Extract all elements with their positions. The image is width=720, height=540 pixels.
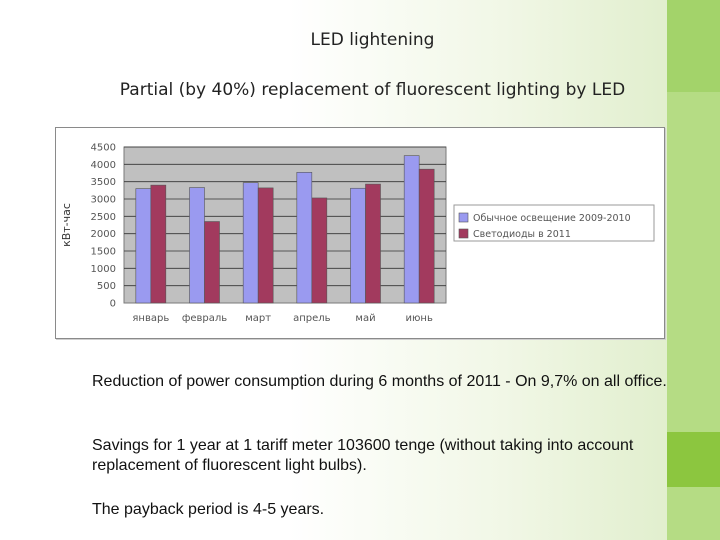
bar: [296, 172, 313, 304]
x-tick-label: март: [245, 313, 271, 324]
payback-text: The payback period is 4-5 years.: [92, 501, 325, 518]
bar: [242, 182, 259, 304]
legend-box: [453, 204, 655, 242]
bar: [189, 187, 205, 304]
bar: [150, 184, 167, 304]
slide-subtitle: Partial (by 40%) replacement of fluoresc…: [119, 80, 626, 100]
x-tick-label: апрель: [293, 313, 331, 324]
legend-label: Светодиоды в 2011: [473, 229, 571, 240]
y-tick-label: 4500: [91, 143, 116, 154]
y-tick-label: 3000: [91, 195, 116, 206]
y-tick-label: 1500: [91, 247, 116, 258]
y-tick-label: 0: [110, 299, 116, 310]
x-tick-label: май: [355, 313, 375, 324]
chart-frame: 0 500 1000 1500 2000 2500 3000 3500 4000 4500 янва…: [55, 127, 665, 339]
bar: [350, 187, 366, 304]
plot-area: [123, 146, 447, 304]
y-tick-label: 2000: [91, 229, 116, 240]
decorative-green-block-bottom: [667, 432, 720, 487]
bar: [135, 188, 152, 304]
bar: [365, 183, 381, 304]
bar: [418, 168, 435, 304]
decorative-green-block-top: [667, 0, 720, 92]
slide-title: LED lightening: [310, 30, 435, 50]
x-tick-label: январь: [132, 313, 169, 324]
y-tick-label: 3500: [91, 177, 116, 188]
bar: [311, 197, 328, 304]
y-tick-label: 500: [97, 281, 116, 292]
consumption-reduction-text: Reduction of power consumption during 6 …: [92, 373, 667, 390]
legend-swatch: [458, 228, 469, 239]
bar: [204, 221, 220, 304]
x-tick-label: февраль: [182, 313, 227, 324]
bar: [257, 187, 274, 304]
x-tick-label: июнь: [405, 313, 432, 324]
legend-label: Обычное освещение 2009-2010: [473, 213, 631, 224]
bar: [403, 155, 420, 304]
bar-chart: 0 500 1000 1500 2000 2500 3000 3500 4000 4500 янва…: [60, 143, 655, 324]
y-tick-label: 2500: [91, 212, 116, 223]
y-axis-label: кВт-час: [60, 203, 73, 247]
y-tick-label: 1000: [91, 264, 116, 275]
legend-swatch: [458, 212, 469, 223]
y-tick-label: 4000: [91, 160, 116, 171]
savings-text: Savings for 1 year at 1 tariff meter 103…: [92, 437, 634, 474]
